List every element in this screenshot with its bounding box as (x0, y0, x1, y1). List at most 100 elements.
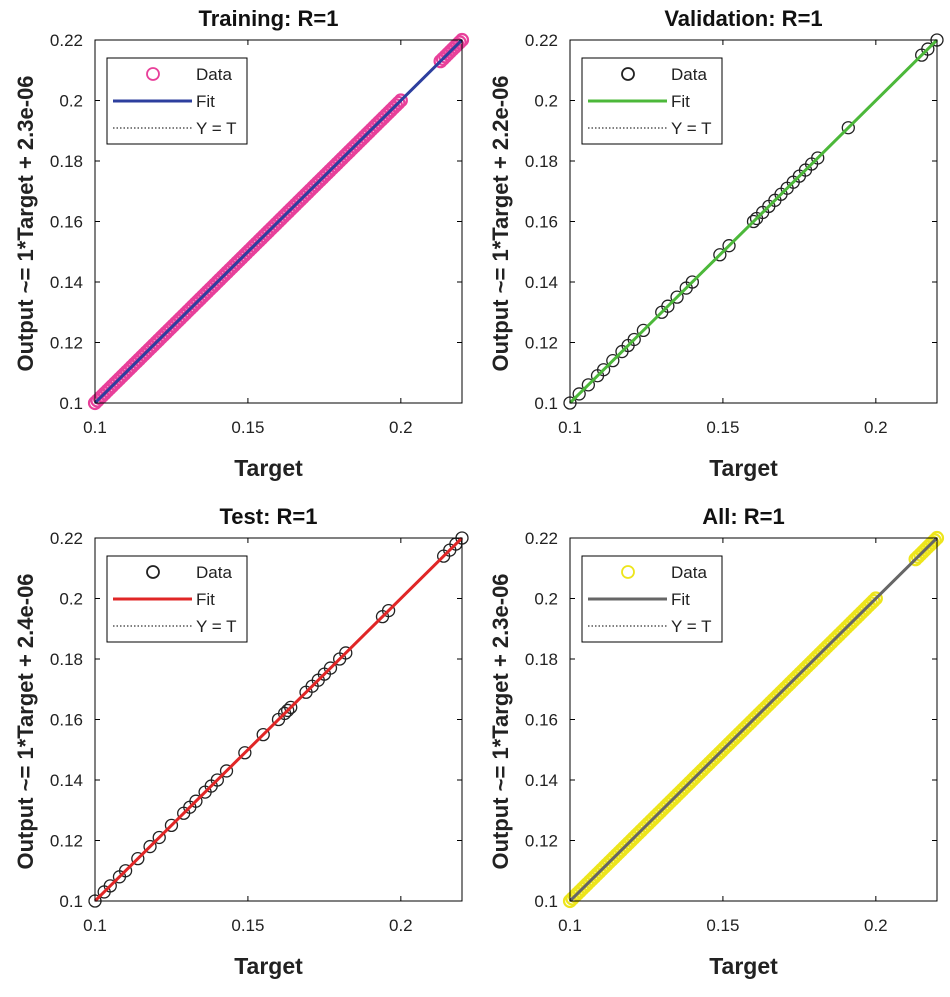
legend-label: Fit (671, 590, 690, 609)
x-tick-label: 0.2 (389, 916, 413, 935)
chart-panel-validation: 0.1 0.15 0.2 0.1 0.12 0.14 0.16 0.18 0.2 0.22 Vali… (475, 0, 950, 498)
y-axis-label: Output ~= 1*Target + 2.3e-06 (13, 75, 38, 371)
data-point (927, 533, 942, 548)
y-tick-label: 0.22 (525, 31, 558, 50)
x-tick-label: 0.2 (864, 418, 888, 437)
data-markers (562, 530, 945, 909)
data-point (323, 661, 338, 675)
y-tick-label: 0.16 (525, 213, 558, 232)
legend-data-marker (621, 565, 635, 579)
validation-chart: 0.1 0.15 0.2 0.1 0.12 0.14 0.16 0.18 0.2 0.22 Vali… (488, 6, 944, 481)
data-point (284, 700, 298, 715)
legend-label: Data (196, 563, 232, 582)
data-point (152, 830, 166, 845)
data-point (452, 35, 467, 50)
y-tick-label: 0.18 (525, 152, 558, 171)
legend-label: Data (196, 65, 232, 84)
data-point (581, 378, 595, 392)
data-point (339, 646, 353, 660)
y-tick-label: 0.18 (50, 650, 83, 669)
y-tick-label: 0.16 (525, 711, 558, 730)
y-tick-label: 0.14 (50, 273, 83, 292)
y-tick-label: 0.2 (534, 590, 558, 609)
data-point (596, 363, 611, 377)
y-tick-label: 0.22 (525, 529, 558, 548)
y-tick-label: 0.22 (50, 529, 83, 548)
y-tick-label: 0.18 (525, 650, 558, 669)
fit-line (93, 536, 464, 903)
legend-label: Y = T (196, 617, 236, 636)
x-tick-label: 0.15 (706, 916, 739, 935)
legend-label: Fit (196, 590, 215, 609)
y-tick-label: 0.1 (59, 394, 83, 413)
legend-label: Y = T (671, 119, 711, 138)
data-point (636, 323, 651, 338)
data-point (189, 794, 203, 808)
data-point (868, 591, 883, 606)
chart-panel-test: 0.1 0.15 0.2 0.1 0.12 0.14 0.16 0.18 0.2 0.22 Test… (0, 498, 475, 996)
legend-label: Data (671, 563, 707, 582)
data-point (256, 727, 270, 742)
legend-label: Fit (196, 92, 215, 111)
chart-panel-training: 0.1 0.15 0.2 0.1 0.12 0.14 0.16 0.18 0.2 0.22 Trai… (0, 0, 475, 498)
chart-title: Training: R=1 (199, 6, 339, 31)
legend: Data Fit Y = T (581, 57, 723, 145)
fit-line (568, 536, 939, 903)
data-point (131, 851, 145, 866)
x-tick-label: 0.2 (389, 418, 413, 437)
data-point (164, 818, 179, 833)
data-point (921, 42, 935, 56)
chart-title: Test: R=1 (219, 504, 317, 529)
y-tick-label: 0.16 (50, 213, 83, 232)
legend: Data Fit Y = T (106, 555, 248, 643)
data-markers (87, 32, 470, 411)
data-point (219, 764, 234, 778)
y-tick-label: 0.12 (525, 334, 558, 353)
x-tick-label: 0.1 (83, 916, 107, 935)
x-tick-label: 0.2 (864, 916, 888, 935)
y-tick-label: 0.22 (50, 31, 83, 50)
data-point (103, 879, 117, 893)
y-tick-label: 0.16 (50, 711, 83, 730)
data-point (746, 214, 761, 229)
chart-title: All: R=1 (702, 504, 785, 529)
fit-line (93, 38, 464, 405)
data-point (670, 290, 684, 304)
x-tick-label: 0.15 (231, 418, 264, 437)
y-tick-label: 0.1 (534, 892, 558, 911)
x-tick-label: 0.1 (83, 418, 107, 437)
data-point (281, 703, 295, 718)
x-tick-label: 0.1 (558, 418, 582, 437)
x-tick-label: 0.1 (558, 916, 582, 935)
y-tick-label: 0.12 (50, 832, 83, 851)
data-markers (563, 33, 944, 410)
data-point (866, 593, 881, 609)
legend-data-marker (621, 67, 635, 81)
x-axis-label: Target (709, 455, 778, 481)
data-point (841, 121, 855, 135)
y-tick-label: 0.14 (525, 273, 558, 292)
data-point (722, 239, 736, 253)
x-tick-label: 0.15 (231, 916, 264, 935)
legend: Data Fit Y = T (106, 57, 248, 145)
x-axis-label: Target (234, 953, 303, 979)
data-point (811, 151, 825, 165)
data-point (143, 839, 157, 854)
legend-label: Fit (671, 92, 690, 111)
x-axis-label: Target (709, 953, 778, 979)
data-point (627, 332, 641, 347)
data-point (713, 248, 727, 262)
test-chart: 0.1 0.15 0.2 0.1 0.12 0.14 0.16 0.18 0.2 0.22 Test… (13, 504, 469, 979)
data-point (572, 387, 586, 401)
y-axis-label: Output ~= 1*Target + 2.3e-06 (488, 573, 513, 869)
legend: Data Fit Y = T (581, 555, 723, 643)
y-axis-label: Output ~= 1*Target + 2.4e-06 (13, 573, 38, 869)
y-axis-label: Output ~= 1*Target + 2.2e-06 (488, 75, 513, 371)
y-tick-label: 0.18 (50, 152, 83, 171)
x-axis-label: Target (234, 455, 303, 481)
legend-label: Data (671, 65, 707, 84)
y-tick-label: 0.2 (59, 92, 83, 111)
data-point (606, 353, 620, 368)
y-tick-label: 0.12 (50, 334, 83, 353)
training-chart: 0.1 0.15 0.2 0.1 0.12 0.14 0.16 0.18 0.2 0.22 Trai… (13, 6, 470, 481)
